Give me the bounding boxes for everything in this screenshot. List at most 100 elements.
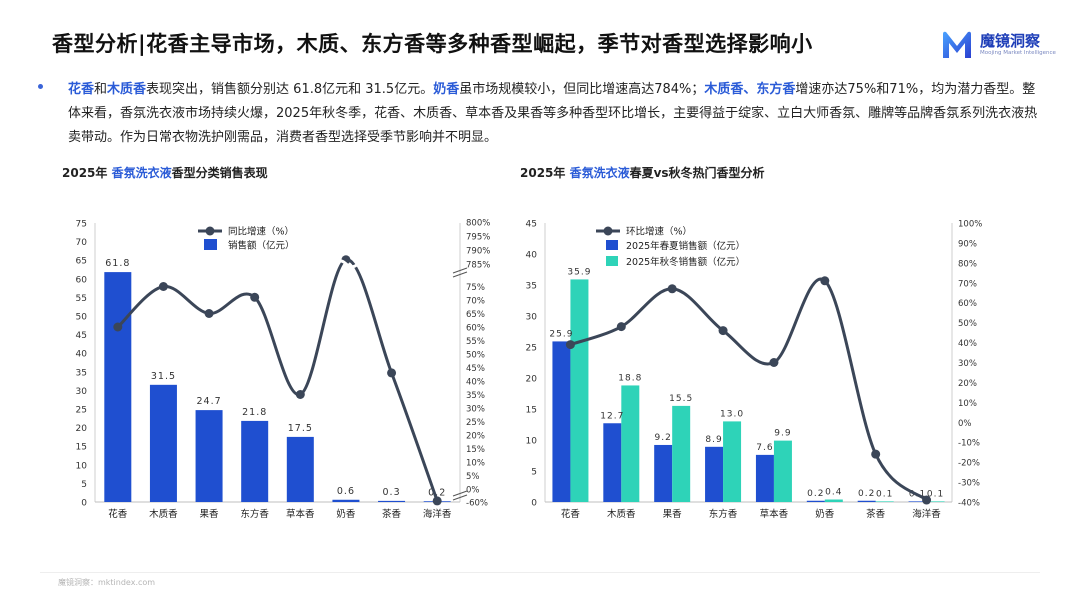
growth-point — [432, 496, 442, 506]
right-tick-label: 15% — [466, 445, 485, 455]
chart1-title: 2025年 香氛洗衣液香型分类销售表现 — [62, 164, 268, 181]
growth-point — [922, 495, 932, 505]
bar-value-label: 61.8 — [105, 258, 130, 269]
footer-divider — [40, 572, 1040, 573]
right-tick-label: 50% — [466, 351, 485, 361]
legend-bar-swatch — [606, 256, 618, 266]
right-tick-label: 25% — [466, 418, 485, 428]
chart2-title-prefix: 2025年 — [520, 166, 570, 180]
chart2-title-suffix: 春夏vs秋冬热门香型分析 — [629, 166, 765, 180]
x-tick-label: 茶香 — [866, 508, 886, 520]
growth-point — [565, 340, 575, 350]
brand-logo: 魔镜洞察 Moojing Market Intelligence — [940, 28, 1056, 62]
right-tick-label: 50% — [958, 319, 977, 329]
right-tick-label: 790% — [466, 247, 490, 257]
right-tick-label: 100% — [958, 220, 982, 230]
legend-bar-swatch — [606, 240, 618, 250]
bar-sales — [241, 420, 269, 502]
bar-spring-summer — [908, 501, 927, 502]
bar-spring-summer — [603, 423, 622, 502]
bar-sales — [104, 272, 132, 502]
x-tick-label: 海洋香 — [912, 508, 941, 520]
growth-point — [820, 276, 830, 286]
bar-value-label: 31.5 — [151, 371, 176, 382]
bar-spring-summer — [705, 446, 724, 502]
bar-value-label: 0.2 — [428, 487, 446, 498]
x-tick-label: 草本香 — [286, 508, 315, 520]
chart1-title-prefix: 2025年 — [62, 166, 112, 180]
bar-value-label: 15.5 — [669, 394, 693, 404]
summary-highlight: 花香 — [68, 82, 95, 97]
y-tick-label: 35 — [526, 282, 537, 292]
chart2-svg: 0 5 10 15 20 25 30 35 40 45 -40% -30% -20% -10% 0% 10% 2… — [526, 220, 983, 521]
bar-value-label: 0.1 — [876, 489, 893, 499]
growth-point — [295, 390, 305, 399]
x-tick-label: 东方香 — [240, 508, 269, 520]
y-tick-label: 0 — [81, 499, 87, 509]
right-tick-label: 60% — [466, 324, 485, 334]
y-tick-label: 25 — [76, 406, 87, 416]
bar-value-label: 24.7 — [196, 396, 221, 407]
logo-m-icon — [943, 31, 971, 58]
legend-bar-swatch — [204, 239, 217, 250]
right-tick-label: 90% — [958, 239, 977, 249]
bar-autumn-winter — [875, 501, 894, 502]
line-break-mark — [332, 259, 359, 269]
right-tick-label: 40% — [958, 339, 977, 349]
bar-value-label: 7.6 — [756, 443, 773, 453]
bar-sales — [149, 384, 177, 502]
bar-spring-summer — [857, 500, 876, 502]
x-tick-label: 花香 — [108, 508, 128, 520]
bar-value-label: 0.6 — [337, 486, 355, 497]
bar-value-label: 21.8 — [242, 407, 267, 418]
summary-paragraph: 花香和木质香表现突出，销售额分别达 61.8亿元和 31.5亿元。奶香虽市场规模… — [68, 78, 1048, 150]
bar-value-label: 0.4 — [825, 488, 842, 498]
bar-value-label: 13.0 — [720, 409, 744, 419]
right-tick-label: 800% — [466, 219, 490, 229]
y-tick-label: 0 — [531, 499, 537, 509]
y-tick-label: 15 — [76, 443, 87, 453]
bar-value-label: 35.9 — [567, 267, 591, 277]
bar-autumn-winter — [723, 421, 742, 502]
bar-sales — [195, 410, 223, 502]
growth-point — [113, 322, 123, 332]
legend-label: 同比增速（%） — [228, 226, 294, 238]
bar-value-label: 17.5 — [288, 423, 313, 434]
right-tick-label: 45% — [466, 364, 485, 374]
bar-value-label: 9.9 — [774, 429, 791, 439]
right-tick-label: -30% — [958, 479, 980, 489]
x-tick-label: 东方香 — [709, 508, 738, 520]
bar-sales — [332, 499, 360, 502]
right-tick-label: 10% — [958, 399, 977, 409]
x-tick-label: 果香 — [663, 509, 683, 520]
legend-line-marker — [205, 226, 215, 236]
y-tick-label: 40 — [526, 251, 538, 261]
right-tick-label: 10% — [466, 459, 485, 469]
footer-source: 魔镜洞察：mktindex.com — [58, 578, 156, 587]
y-tick-label: 10 — [76, 461, 88, 471]
bar-autumn-winter — [926, 501, 945, 502]
chart1-title-highlight: 香氛洗衣液 — [111, 166, 172, 180]
x-tick-label: 花香 — [561, 508, 581, 520]
right-tick-label: 785% — [466, 261, 490, 271]
y-tick-label: 5 — [531, 468, 537, 478]
growth-point — [769, 358, 779, 367]
x-tick-label: 木质香 — [607, 508, 636, 520]
right-tick-label: 35% — [466, 391, 485, 401]
right-tick-label: 30% — [466, 405, 485, 415]
right-tick-label: 20% — [466, 432, 485, 442]
chart1-title-suffix: 香型分类销售表现 — [171, 166, 268, 180]
legend-line-marker — [603, 226, 613, 236]
bar-value-label: 0.2 — [858, 489, 875, 499]
bar-autumn-winter — [570, 279, 589, 502]
bar-autumn-winter — [672, 405, 691, 502]
right-tick-label: 0% — [466, 486, 480, 496]
y-tick-label: 45 — [76, 331, 87, 341]
y-tick-label: 15 — [526, 406, 537, 416]
x-tick-label: 果香 — [200, 509, 220, 520]
bar-spring-summer — [552, 341, 571, 502]
summary-text: 和 — [94, 82, 108, 97]
right-tick-label: 60% — [958, 299, 977, 309]
bar-value-label: 12.7 — [600, 411, 624, 421]
bar-autumn-winter — [773, 440, 792, 502]
